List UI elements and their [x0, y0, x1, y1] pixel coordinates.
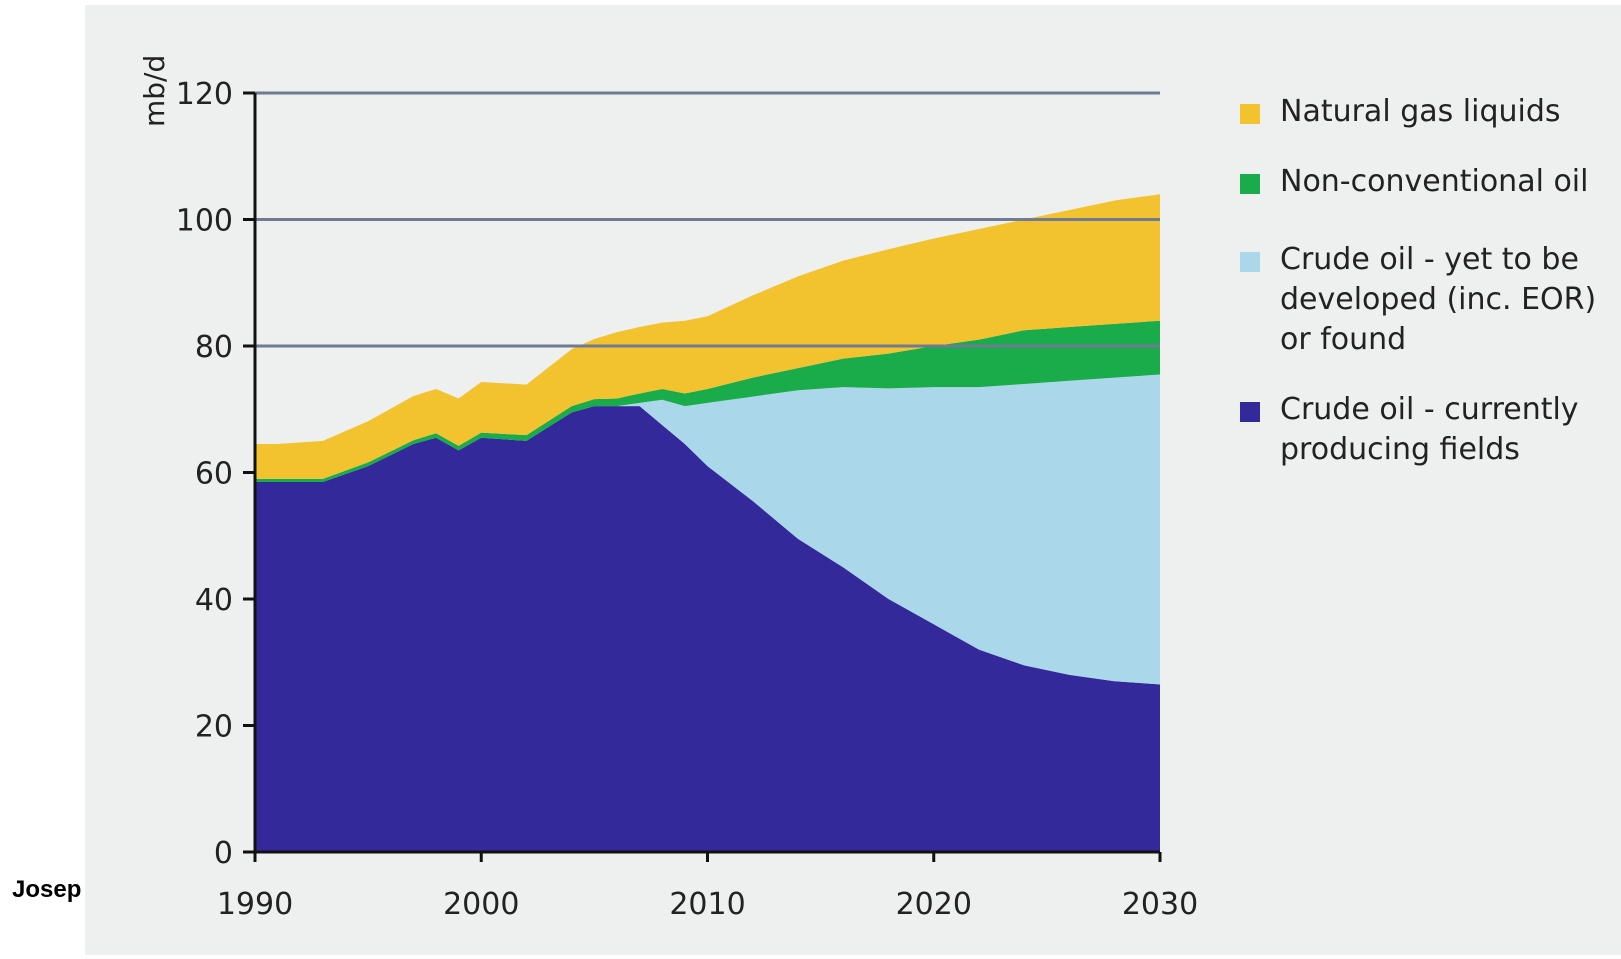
x-tick-label-2030: 2030 [1122, 887, 1198, 922]
legend-item-crude-oil-yet-to-be-developed: Crude oil - yet to be developed (inc. EO… [1240, 240, 1620, 360]
y-tick-label-60: 60 [195, 457, 233, 492]
x-tick-label-2000: 2000 [443, 887, 519, 922]
area-crude-oil-currently-producing-fields [255, 406, 1160, 852]
y-tick-label-120: 120 [176, 77, 233, 112]
legend-swatch-crude-oil-yet-to-be-developed [1240, 252, 1260, 272]
author-name-fragment: Josep [12, 876, 82, 903]
area-natural-gas-liquids [255, 194, 1160, 479]
x-tick-label-2020: 2020 [896, 887, 972, 922]
y-tick-label-40: 40 [195, 583, 233, 618]
y-tick-label-100: 100 [176, 204, 233, 239]
area-non-conventional-oil [255, 320, 1160, 482]
legend-swatch-crude-oil-currently-producing [1240, 402, 1260, 422]
legend-swatch-non-conventional-oil [1240, 174, 1260, 194]
area-series [255, 194, 1160, 852]
legend: Natural gas liquids Non-conventional oil… [1240, 92, 1620, 470]
legend-swatch-natural-gas-liquids [1240, 104, 1260, 124]
legend-label-non-conventional-oil: Non-conventional oil [1280, 164, 1589, 199]
gridlines [255, 91, 1160, 348]
legend-label-natural-gas-liquids: Natural gas liquids [1280, 94, 1561, 129]
y-tick-label-20: 20 [195, 710, 233, 745]
y-tick-label-0: 0 [214, 836, 233, 871]
legend-item-natural-gas-liquids: Natural gas liquids [1240, 92, 1620, 132]
x-tick-label-2010: 2010 [669, 887, 745, 922]
legend-label-crude-oil-yet-to-be-developed: Crude oil - yet to be developed (inc. EO… [1280, 242, 1597, 357]
axes: 0 20 40 60 80 100 120 1990 2000 2010 2020 2030 [176, 77, 1198, 922]
legend-item-crude-oil-currently-producing: Crude oil - currently producing fields [1240, 390, 1620, 470]
y-axis-label: mb/d [138, 54, 171, 127]
x-tick-label-1990: 1990 [217, 887, 293, 922]
y-tick-label-80: 80 [195, 330, 233, 365]
legend-item-non-conventional-oil: Non-conventional oil [1240, 162, 1620, 202]
legend-label-crude-oil-currently-producing: Crude oil - currently producing fields [1280, 392, 1579, 467]
area-crude-oil-yet-to-be-developed-inc-eor-or-found [255, 374, 1160, 685]
